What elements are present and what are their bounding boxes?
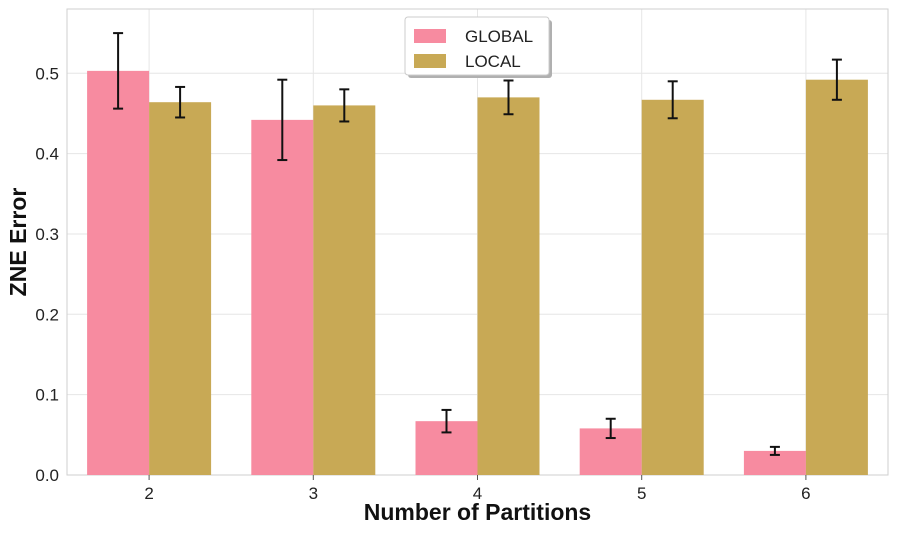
legend-swatch-local xyxy=(414,54,446,68)
y-axis-title: ZNE Error xyxy=(5,188,31,297)
error-bar-global-5 xyxy=(605,417,616,440)
x-tick-label: 5 xyxy=(637,484,646,503)
bar-local-5 xyxy=(641,99,704,475)
error-bar-local-4 xyxy=(503,79,514,116)
error-bar-local-3 xyxy=(339,88,350,123)
y-tick-label: 0.2 xyxy=(35,305,59,324)
legend: GLOBAL LOCAL xyxy=(404,16,552,78)
error-bar-global-6 xyxy=(769,445,780,456)
bar-local-4 xyxy=(477,97,540,476)
x-tick-labels: 2 3 4 5 6 xyxy=(144,475,811,503)
x-tick-label: 3 xyxy=(309,484,318,503)
error-bar-local-5 xyxy=(667,80,678,120)
y-tick-label: 0.4 xyxy=(35,145,59,164)
x-axis-title: Number of Partitions xyxy=(364,499,591,525)
bar-local-6 xyxy=(805,79,868,476)
x-tick-label: 4 xyxy=(473,484,482,503)
x-tick-label: 2 xyxy=(144,484,153,503)
bar-local-2 xyxy=(149,102,212,475)
error-bar-local-2 xyxy=(175,85,186,119)
error-bar-local-6 xyxy=(831,58,842,101)
bars xyxy=(87,70,868,476)
error-bar-global-2 xyxy=(113,32,124,110)
x-tick-label: 6 xyxy=(801,484,810,503)
bar-global-3 xyxy=(251,119,314,476)
error-bars xyxy=(113,32,842,456)
legend-label-local: LOCAL xyxy=(465,52,521,71)
y-tick-label: 0.5 xyxy=(35,64,59,83)
legend-swatch-global xyxy=(414,29,446,43)
error-bar-global-3 xyxy=(277,78,288,162)
y-tick-label: 0.1 xyxy=(35,386,59,405)
error-bar-global-4 xyxy=(441,408,452,434)
y-tick-label: 0.3 xyxy=(35,225,59,244)
y-tick-label: 0.0 xyxy=(35,466,59,485)
bar-global-2 xyxy=(87,70,150,476)
legend-label-global: GLOBAL xyxy=(465,27,533,46)
y-tick-labels: 0.0 0.1 0.2 0.3 0.4 0.5 xyxy=(35,64,59,485)
bar-local-3 xyxy=(313,105,376,476)
